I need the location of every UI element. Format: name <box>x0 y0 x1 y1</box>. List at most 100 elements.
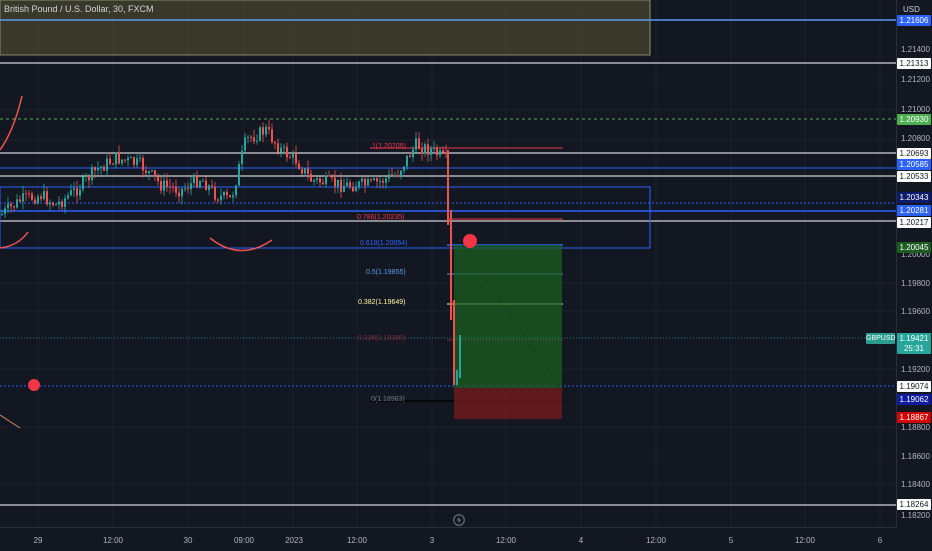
supply-zone <box>0 0 651 56</box>
candle-body <box>247 136 249 138</box>
candle-body <box>16 199 18 208</box>
time-tick: 3 <box>429 536 435 545</box>
candle-body <box>292 152 294 158</box>
candle-body <box>430 148 432 155</box>
candle-body <box>52 202 54 206</box>
candle-body <box>337 179 339 187</box>
candle-body <box>88 176 90 181</box>
candle-body <box>453 300 455 385</box>
candle-body <box>388 174 390 179</box>
candle-body <box>439 150 441 156</box>
candle-body <box>415 138 417 150</box>
candle-body <box>112 163 114 165</box>
candle-body <box>94 167 96 171</box>
candle-body <box>379 180 381 182</box>
candle-body <box>220 195 222 201</box>
candle-body <box>328 175 330 177</box>
price-badge: 1.19062 <box>897 394 931 405</box>
price-badge: 1.20533 <box>897 171 931 182</box>
candle-body <box>313 179 315 182</box>
candle-body <box>121 159 123 164</box>
candle-body <box>40 196 42 199</box>
candle-body <box>124 159 126 161</box>
candle-body <box>307 168 309 174</box>
arc-mid <box>209 237 273 252</box>
candle-body <box>214 186 216 200</box>
candle-body <box>85 176 87 178</box>
candle-body <box>397 175 399 177</box>
candle-body <box>373 178 375 181</box>
candle-body <box>298 163 300 170</box>
price-tick: 1.20800 <box>901 134 930 143</box>
profit-zone <box>454 245 562 388</box>
price-tick: 1.19800 <box>901 279 930 288</box>
alert-icon[interactable] <box>28 379 40 391</box>
time-tick: 12:00 <box>102 536 124 545</box>
candle-body <box>202 180 204 182</box>
chart-pane[interactable]: British Pound / U.S. Dollar, 30, FXCM 1(… <box>0 0 896 527</box>
candle-body <box>271 129 273 143</box>
candle-body <box>31 193 33 200</box>
price-badge: 1.21606 <box>897 15 931 26</box>
price-tick: 1.19600 <box>901 307 930 316</box>
price-tick: 1.19200 <box>901 365 930 374</box>
candlestick-series <box>1 119 461 385</box>
time-tick: 30 <box>183 536 193 545</box>
time-tick: 12:00 <box>495 536 517 545</box>
candle-body <box>100 166 102 169</box>
candle-body <box>160 181 162 191</box>
time-axis[interactable]: 29 12:00 30 09:00 2023 12:00 3 12:00 4 1… <box>0 527 896 551</box>
candle-body <box>304 168 306 174</box>
countdown-badge: 25:31 <box>897 343 931 354</box>
candle-body <box>58 201 60 205</box>
candle-body <box>445 152 447 154</box>
candle-body <box>277 143 279 153</box>
fib-label-1: 1(1.20705) <box>372 143 406 150</box>
chart-title: British Pound / U.S. Dollar, 30, FXCM <box>4 4 154 14</box>
fib-label-0236: 0.236(1.19395) <box>358 335 406 342</box>
candle-body <box>4 208 6 215</box>
price-axis[interactable]: USD 1.21400 1.21200 1.21000 1.20800 1.20… <box>896 0 932 527</box>
candle-body <box>289 157 291 159</box>
candle-body <box>450 210 452 320</box>
time-tick: 12:00 <box>645 536 667 545</box>
candle-body <box>1 214 3 216</box>
candle-body <box>400 170 402 176</box>
candle-body <box>70 190 72 196</box>
time-tick: 5 <box>728 536 734 545</box>
lightning-icon[interactable] <box>453 514 465 526</box>
time-tick: 29 <box>33 536 43 545</box>
candle-body <box>280 147 282 153</box>
candle-body <box>157 176 159 182</box>
candle-body <box>274 142 276 144</box>
candle-body <box>340 179 342 192</box>
alert-icon[interactable] <box>463 234 477 248</box>
candle-body <box>310 173 312 182</box>
candle-body <box>91 167 93 181</box>
candle-body <box>235 185 237 196</box>
candle-body <box>97 168 99 171</box>
candle-body <box>259 127 261 141</box>
price-tick: 1.20000 <box>901 250 930 259</box>
demand-zone <box>0 186 651 249</box>
chart-canvas[interactable] <box>0 0 896 527</box>
candle-body <box>190 183 192 190</box>
candle-body <box>262 127 264 135</box>
price-badge: 1.18264 <box>897 499 931 510</box>
candle-body <box>13 206 15 208</box>
candle-body <box>205 180 207 191</box>
candle-body <box>331 176 333 178</box>
candle-body <box>136 158 138 165</box>
candle-body <box>178 192 180 197</box>
candle-body <box>433 147 435 149</box>
trend-stub <box>0 414 21 429</box>
candle-body <box>403 166 405 171</box>
arc-left <box>0 231 29 249</box>
candle-body <box>325 175 327 185</box>
candle-body <box>286 146 288 158</box>
price-tick: 1.21400 <box>901 45 930 54</box>
candle-body <box>145 170 147 174</box>
price-badge: 1.20217 <box>897 217 931 228</box>
candle-body <box>37 196 39 204</box>
candle-body <box>436 147 438 156</box>
